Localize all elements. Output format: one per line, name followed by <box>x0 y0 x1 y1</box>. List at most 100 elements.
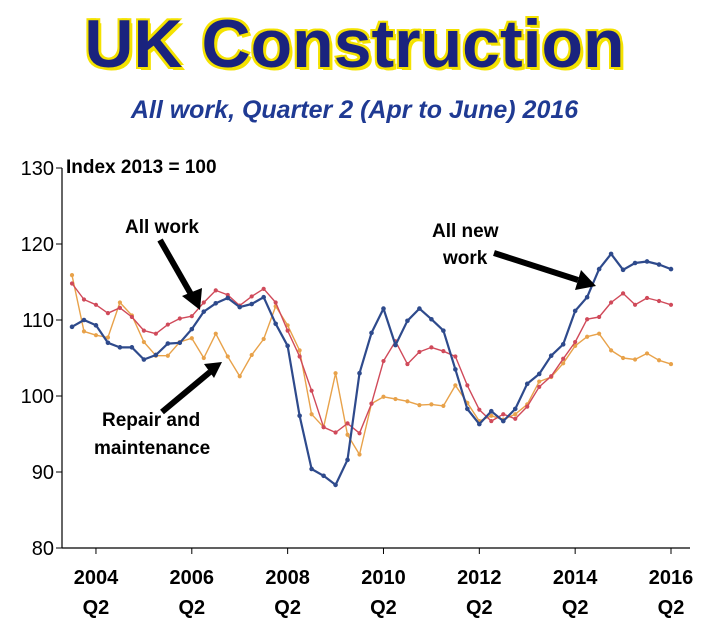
data-point-all-work <box>117 305 123 310</box>
data-point-all-new-work <box>369 330 374 336</box>
y-tick-label: 90 <box>32 462 54 484</box>
data-point-repair-and-maintenance <box>561 361 566 366</box>
x-tick-quarter: Q2 <box>466 597 493 619</box>
x-tick-quarter: Q2 <box>274 597 301 619</box>
x-tick-year: 2016 <box>649 567 694 589</box>
data-point-all-new-work <box>548 353 554 359</box>
data-point-all-new-work <box>381 306 386 311</box>
data-point-all-new-work <box>141 357 147 362</box>
data-point-repair-and-maintenance <box>249 352 254 358</box>
data-point-repair-and-maintenance <box>201 355 206 361</box>
data-point-repair-and-maintenance <box>585 334 590 339</box>
data-point-repair-and-maintenance <box>93 333 99 338</box>
data-point-repair-and-maintenance <box>393 396 398 402</box>
data-point-all-new-work <box>249 301 254 307</box>
data-point-all-new-work <box>417 306 422 311</box>
data-point-all-work <box>261 286 266 291</box>
data-point-all-new-work <box>584 294 590 300</box>
data-point-repair-and-maintenance <box>165 353 170 358</box>
data-point-all-new-work <box>69 324 75 330</box>
data-point-all-work <box>453 354 458 359</box>
data-point-repair-and-maintenance <box>668 361 674 367</box>
x-ticks: 2004 Q2 2006 Q2 2008 Q2 2010 Q2 2012 Q2 2014 Q2 2016… <box>74 548 694 619</box>
x-tick-year: 2006 <box>170 567 215 589</box>
data-point-all-new-work <box>165 341 171 346</box>
data-point-all-work <box>285 328 290 333</box>
data-point-all-work <box>129 314 134 320</box>
data-point-all-work <box>405 361 410 367</box>
data-point-repair-and-maintenance <box>405 399 410 404</box>
data-point-all-work <box>417 349 422 355</box>
data-point-repair-and-maintenance <box>285 323 290 328</box>
data-point-repair-and-maintenance <box>441 403 446 408</box>
data-point-repair-and-maintenance <box>213 331 218 336</box>
data-point-all-new-work <box>357 370 362 376</box>
data-point-repair-and-maintenance <box>632 357 638 362</box>
x-tick-quarter: Q2 <box>83 597 110 619</box>
data-point-all-new-work <box>189 326 195 332</box>
y-tick-label: 110 <box>22 310 54 332</box>
x-tick-year: 2014 <box>553 567 598 589</box>
data-point-all-new-work <box>93 323 99 328</box>
data-point-all-new-work <box>333 482 338 488</box>
annotation-repair-line2: maintenance <box>94 438 210 459</box>
data-point-repair-and-maintenance <box>117 300 123 305</box>
data-point-all-new-work <box>213 300 219 306</box>
data-point-all-new-work <box>644 259 650 264</box>
y-tick-label: 80 <box>32 538 54 560</box>
annotation-all-work: All work <box>125 217 199 238</box>
annotation-repair-line1: Repair and <box>102 410 200 431</box>
data-point-repair-and-maintenance <box>345 432 350 437</box>
data-point-repair-and-maintenance <box>357 452 362 457</box>
data-point-all-new-work <box>429 316 434 322</box>
data-point-all-work <box>561 356 566 361</box>
data-point-all-new-work <box>465 406 470 412</box>
data-point-all-new-work <box>453 367 458 372</box>
data-point-repair-and-maintenance <box>237 374 242 379</box>
data-point-all-work <box>477 407 482 412</box>
annotation-all-new-line1: All new <box>432 221 499 242</box>
data-point-all-new-work <box>153 352 159 358</box>
data-point-all-work <box>381 358 386 364</box>
data-point-all-new-work <box>632 260 638 266</box>
annotation-all-new-line2: work <box>442 248 488 269</box>
data-point-repair-and-maintenance <box>309 412 314 417</box>
data-point-all-work <box>525 404 530 409</box>
arrow-all-new-shaft <box>493 250 579 283</box>
data-point-all-work <box>273 300 278 305</box>
data-point-all-work <box>357 431 362 436</box>
data-point-all-new-work <box>177 340 183 346</box>
data-point-all-work <box>573 339 578 345</box>
data-point-all-new-work <box>225 295 231 301</box>
y-ticks: 80 90 100 110 120 130 <box>21 158 62 560</box>
x-tick-year: 2010 <box>361 567 406 589</box>
x-tick-year: 2004 <box>74 567 119 589</box>
x-tick-year: 2008 <box>265 567 310 589</box>
data-point-all-new-work <box>596 266 602 272</box>
data-point-all-new-work <box>273 321 278 327</box>
index-label: Index 2013 = 100 <box>66 157 217 178</box>
data-point-all-work <box>465 383 470 388</box>
data-point-all-work <box>369 401 374 406</box>
data-point-all-work <box>297 354 302 359</box>
data-point-all-new-work <box>656 262 662 267</box>
data-point-all-new-work <box>393 342 398 348</box>
data-point-all-new-work <box>261 294 266 300</box>
data-point-all-new-work <box>489 408 494 414</box>
chart-title: UK Construction <box>84 6 625 82</box>
data-point-all-new-work <box>297 413 302 419</box>
data-point-all-work <box>597 314 602 320</box>
data-point-all-new-work <box>560 342 566 347</box>
data-point-all-work <box>189 314 194 319</box>
data-point-all-work <box>105 311 111 316</box>
data-point-all-work <box>69 281 75 286</box>
data-point-repair-and-maintenance <box>189 336 194 341</box>
data-point-all-new-work <box>620 267 626 273</box>
data-point-all-work <box>141 328 146 333</box>
arrow-all-work-shaft <box>157 238 195 298</box>
data-point-all-work <box>309 388 314 393</box>
data-point-all-new-work <box>405 318 410 324</box>
x-tick-quarter: Q2 <box>370 597 397 619</box>
data-point-repair-and-maintenance <box>105 335 111 340</box>
data-point-all-work <box>201 300 206 305</box>
